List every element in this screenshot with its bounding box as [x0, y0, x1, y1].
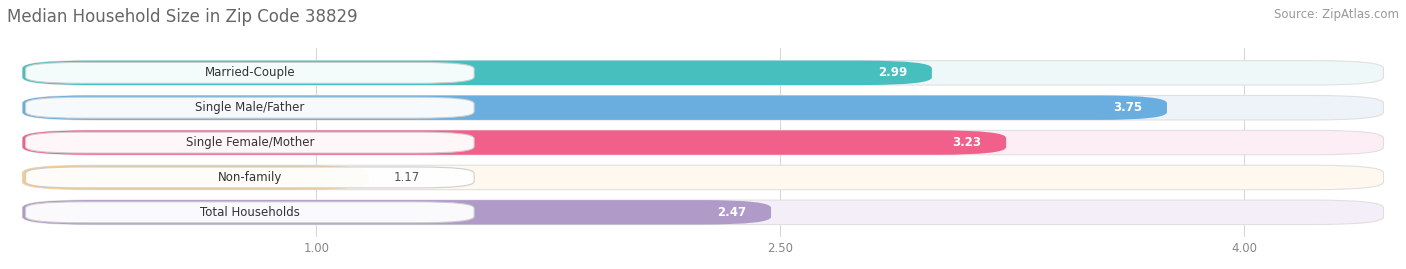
Text: 2.47: 2.47: [717, 206, 747, 219]
FancyBboxPatch shape: [22, 165, 368, 190]
FancyBboxPatch shape: [22, 61, 1384, 85]
FancyBboxPatch shape: [25, 132, 474, 153]
FancyBboxPatch shape: [25, 62, 474, 83]
Text: Median Household Size in Zip Code 38829: Median Household Size in Zip Code 38829: [7, 8, 357, 26]
FancyBboxPatch shape: [22, 130, 1007, 155]
Text: Non-family: Non-family: [218, 171, 283, 184]
Text: 3.23: 3.23: [952, 136, 981, 149]
FancyBboxPatch shape: [25, 202, 474, 223]
FancyBboxPatch shape: [22, 61, 932, 85]
Text: Single Male/Father: Single Male/Father: [195, 101, 305, 114]
Text: 1.17: 1.17: [394, 171, 420, 184]
FancyBboxPatch shape: [25, 97, 474, 118]
FancyBboxPatch shape: [22, 95, 1167, 120]
Text: Total Households: Total Households: [200, 206, 299, 219]
Text: 2.99: 2.99: [877, 66, 907, 79]
FancyBboxPatch shape: [22, 200, 1384, 225]
FancyBboxPatch shape: [22, 165, 1384, 190]
FancyBboxPatch shape: [22, 130, 1384, 155]
Text: Source: ZipAtlas.com: Source: ZipAtlas.com: [1274, 8, 1399, 21]
FancyBboxPatch shape: [22, 200, 770, 225]
Text: Single Female/Mother: Single Female/Mother: [186, 136, 314, 149]
FancyBboxPatch shape: [22, 95, 1384, 120]
Text: 3.75: 3.75: [1114, 101, 1142, 114]
Text: Married-Couple: Married-Couple: [204, 66, 295, 79]
FancyBboxPatch shape: [25, 167, 474, 188]
